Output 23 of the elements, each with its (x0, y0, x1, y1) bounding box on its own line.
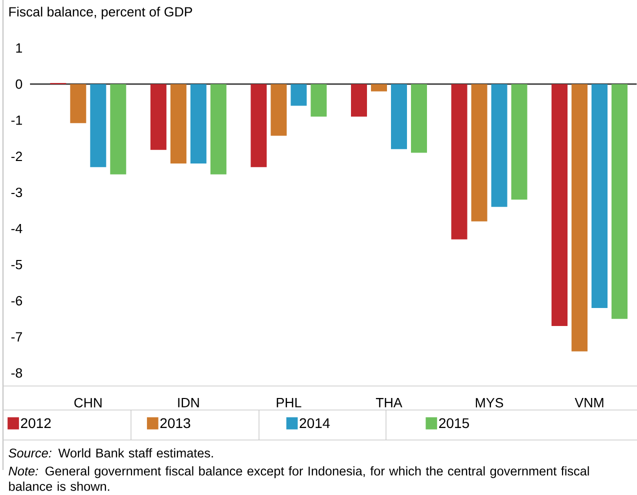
x-tick-label: CHN (74, 398, 102, 408)
y-tick-label: -3 (11, 188, 22, 198)
text: Source: World Bank staff estimates. (8, 448, 213, 458)
legend-label: 2012 (20, 418, 51, 428)
x-tick-label: THA (376, 398, 402, 408)
legend-label: 2013 (160, 418, 190, 428)
x-tick-label: IDN (178, 398, 199, 408)
y-tick-label: 0 (16, 79, 22, 89)
y-tick-label: -7 (11, 332, 22, 342)
legend-label: 2015 (439, 418, 469, 428)
y-tick-label: -2 (11, 152, 22, 161)
y-tick-label: 1 (16, 43, 22, 53)
legend-label: 2014 (300, 418, 330, 428)
y-tick-label: -5 (11, 260, 22, 270)
text: Note: General government fiscal balance except for Indonesia, for which the central government fiscal balance is shown. (8, 466, 589, 491)
x-tick-label: PHL (276, 398, 302, 408)
x-tick-label: MYS (476, 398, 504, 408)
y-tick-label: -6 (11, 296, 22, 306)
x-tick-label: VNM (574, 398, 604, 408)
y-tick-label: -1 (11, 116, 22, 125)
y-tick-label: -8 (11, 368, 22, 378)
y-tick-label: -4 (11, 224, 22, 234)
chart-title: Fiscal balance, percent of GDP (9, 6, 192, 20)
